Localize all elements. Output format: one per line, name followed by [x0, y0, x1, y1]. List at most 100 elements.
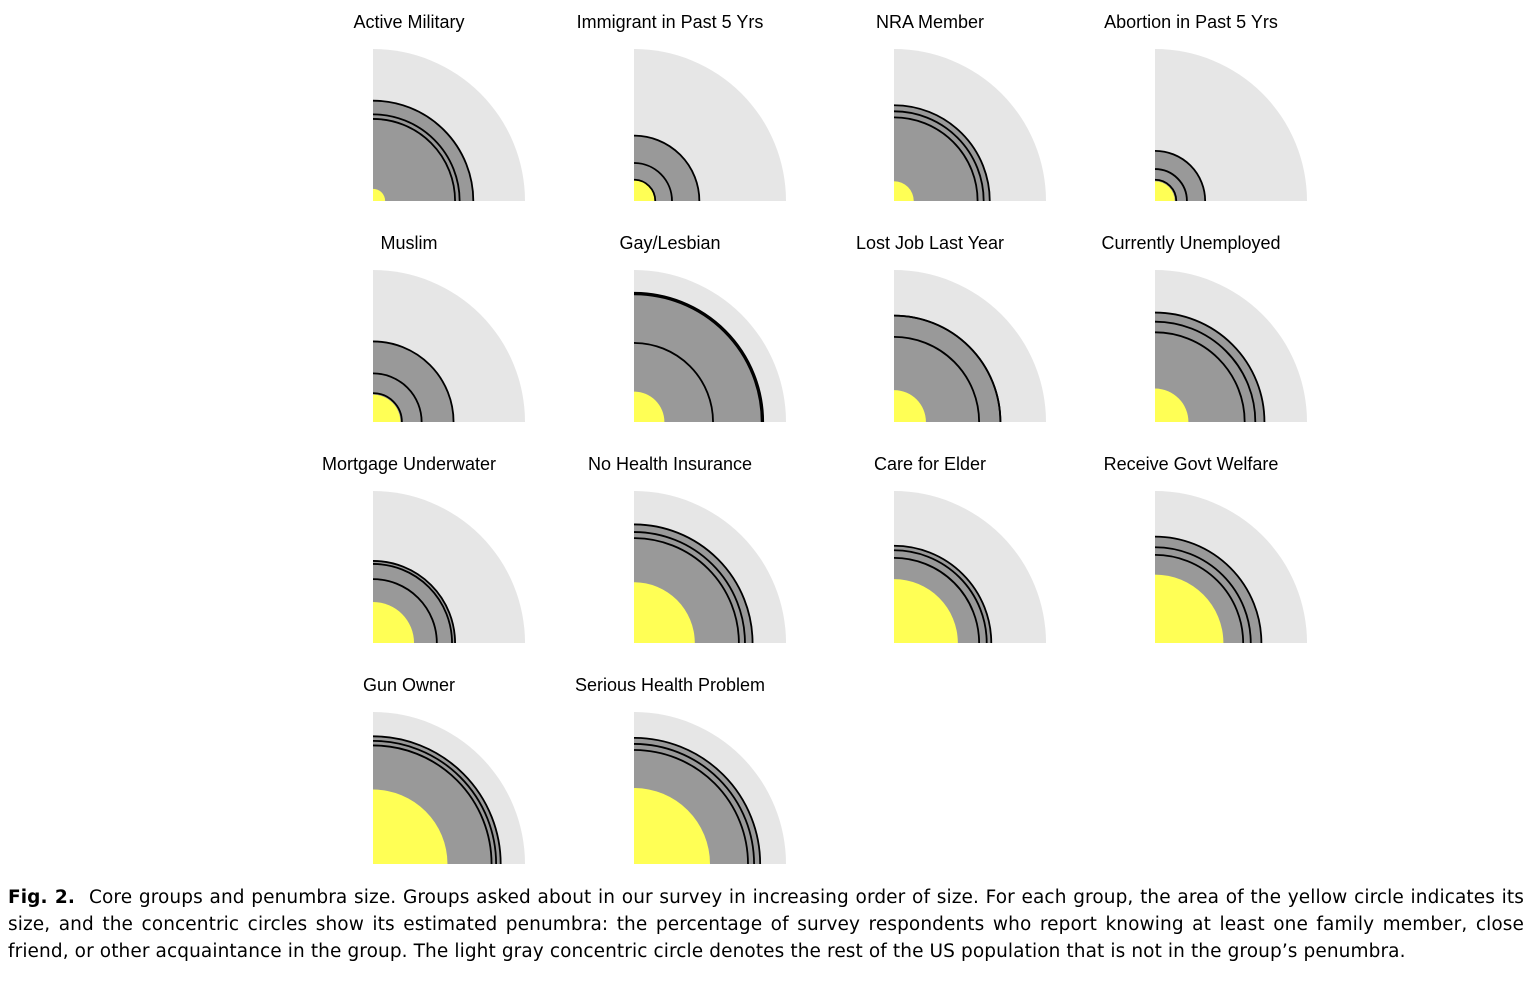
core-group-area	[634, 391, 665, 422]
penumbra-area	[373, 100, 474, 201]
penumbra-ring	[372, 99, 475, 202]
penumbra-ring	[1154, 331, 1246, 423]
panel-title: Gun Owner	[362, 675, 456, 695]
quarter-circle-plot	[893, 270, 1046, 423]
panel: Active Military	[279, 0, 539, 202]
core-group-area	[634, 788, 710, 864]
penumbra-ring	[633, 749, 749, 865]
quarter-circle-plot	[633, 491, 786, 644]
panel: Mortgage Underwater	[279, 442, 539, 644]
penumbra-ring	[372, 113, 461, 202]
panel-title: Serious Health Problem	[574, 675, 766, 695]
quarter-circle-plot	[633, 712, 786, 865]
panel: Immigrant in Past 5 Yrs	[540, 0, 800, 202]
panel: Abortion in Past 5 Yrs	[1061, 0, 1321, 202]
penumbra-ring	[633, 178, 657, 202]
core-group-area	[1155, 574, 1224, 643]
penumbra-ring	[372, 340, 455, 423]
panel-title: NRA Member	[875, 12, 985, 32]
core-group-area	[1155, 181, 1175, 201]
panel-title: Gay/Lesbian	[619, 233, 721, 253]
penumbra-area	[1155, 312, 1265, 422]
panel: No Health Insurance	[540, 442, 800, 644]
core-group-area	[373, 789, 448, 864]
penumbra-ring	[372, 563, 453, 644]
penumbra-ring	[372, 578, 438, 644]
core-group-area	[894, 181, 914, 201]
quarter-circle-plot	[1154, 491, 1307, 644]
quarter-circle-plot	[1154, 49, 1307, 202]
panel-title: Receive Govt Welfare	[1103, 454, 1279, 474]
penumbra-ring	[893, 544, 993, 644]
panel: Gay/Lesbian	[540, 221, 800, 423]
penumbra-ring	[633, 342, 714, 423]
penumbra-ring	[893, 335, 981, 423]
penumbra-ring	[633, 531, 746, 644]
figure-label: Fig. 2.	[8, 887, 75, 908]
core-group-area	[634, 582, 695, 643]
penumbra-area	[634, 292, 764, 422]
panel: Care for Elder	[800, 442, 1060, 644]
panel: Muslim	[279, 221, 539, 423]
penumbra-ring	[893, 104, 991, 202]
panel: Lost Job Last Year	[800, 221, 1060, 423]
penumbra-area	[894, 315, 1001, 422]
penumbra-area	[894, 105, 990, 201]
figure-caption: Fig. 2. Core groups and penumbra size. Gr…	[8, 884, 1524, 965]
panel-title: Abortion in Past 5 Yrs	[1104, 12, 1278, 32]
panel-title: Lost Job Last Year	[855, 233, 1005, 253]
penumbra-ring	[372, 744, 493, 865]
core-group-area	[373, 394, 401, 422]
penumbra-ring	[372, 392, 403, 423]
rest-of-population-area	[1155, 49, 1307, 201]
penumbra-ring	[893, 110, 985, 202]
penumbra-ring	[1154, 168, 1188, 202]
penumbra-ring	[372, 372, 423, 423]
quarter-circle-plot	[633, 270, 786, 423]
penumbra-ring	[893, 116, 979, 202]
quarter-circle-plot	[372, 712, 525, 865]
panel: Serious Health Problem	[540, 663, 800, 865]
penumbra-ring	[1154, 311, 1266, 423]
penumbra-ring	[1154, 320, 1257, 423]
small-multiples-grid: Active Military Immigrant in Past 5 Yrs NR…	[279, 0, 1321, 865]
core-group-area	[1155, 388, 1189, 422]
panel: NRA Member	[800, 0, 1060, 202]
panel-title: Currently Unemployed	[1101, 233, 1281, 253]
penumbra-area	[634, 135, 700, 201]
penumbra-ring	[1154, 149, 1207, 202]
penumbra-ring	[893, 556, 981, 644]
penumbra-ring	[633, 291, 765, 423]
penumbra-ring	[633, 523, 754, 644]
quarter-circle-plot	[893, 49, 1046, 202]
core-group-area	[894, 390, 926, 422]
panel-title: No Health Insurance	[587, 454, 753, 474]
quarter-circle-plot	[372, 491, 525, 644]
panel: Currently Unemployed	[1061, 221, 1321, 423]
panel: Gun Owner	[279, 663, 539, 865]
penumbra-ring	[372, 560, 456, 644]
caption-text: Core groups and penumbra size. Groups as…	[8, 887, 1524, 962]
penumbra-ring	[633, 134, 701, 202]
panel-title: Active Military	[353, 12, 465, 32]
panel-title: Muslim	[380, 233, 438, 253]
quarter-circle-plot	[372, 49, 525, 202]
penumbra-ring	[633, 293, 763, 423]
core-group-area	[894, 579, 958, 643]
penumbra-ring	[633, 162, 673, 202]
penumbra-ring	[372, 739, 498, 865]
panel-title: Immigrant in Past 5 Yrs	[576, 12, 764, 32]
penumbra-ring	[1154, 546, 1252, 644]
quarter-circle-plot	[633, 49, 786, 202]
penumbra-ring	[1154, 553, 1245, 644]
penumbra-ring	[1154, 178, 1178, 202]
penumbra-ring	[633, 736, 762, 865]
quarter-circle-plot	[893, 491, 1046, 644]
penumbra-ring	[893, 314, 1002, 423]
penumbra-ring	[633, 743, 755, 865]
penumbra-ring	[372, 118, 456, 202]
core-group-area	[373, 601, 415, 643]
quarter-circle-plot	[1154, 270, 1307, 423]
panel-title: Care for Elder	[873, 454, 987, 474]
panel: Receive Govt Welfare	[1061, 442, 1321, 644]
